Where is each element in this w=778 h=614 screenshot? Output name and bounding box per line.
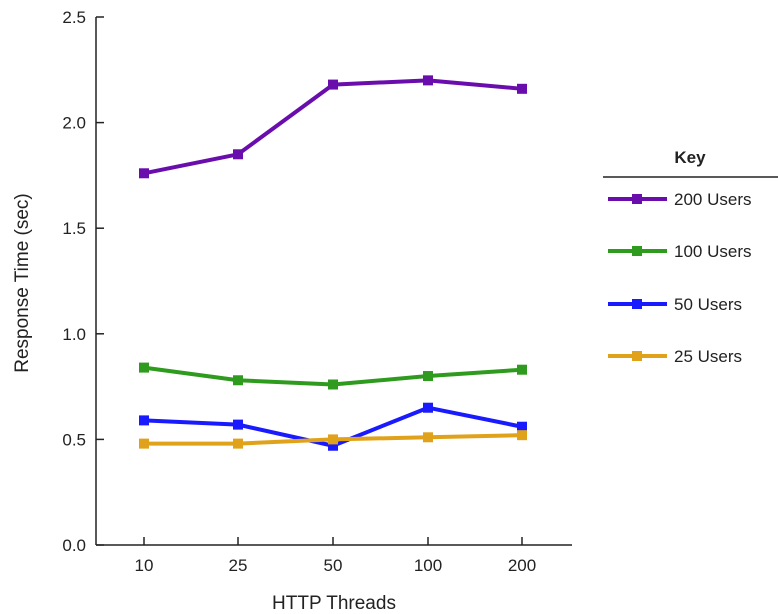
data-point — [139, 438, 149, 449]
data-point — [423, 371, 433, 382]
x-tick-label: 50 — [324, 556, 343, 575]
data-point — [423, 402, 433, 413]
series-100-users — [139, 362, 527, 390]
legend-swatch-marker — [632, 299, 642, 309]
y-tick-label: 1.0 — [62, 325, 86, 344]
data-point — [423, 75, 433, 86]
legend-label: 50 Users — [674, 295, 742, 314]
y-tick-label: 1.5 — [62, 219, 86, 238]
data-point — [328, 440, 338, 451]
data-point — [328, 434, 338, 445]
data-point — [233, 375, 243, 386]
legend-label: 25 Users — [674, 347, 742, 366]
data-point — [328, 379, 338, 390]
legend-title: Key — [674, 148, 706, 167]
legend-swatch-marker — [632, 246, 642, 256]
data-point — [233, 149, 243, 160]
series-25-users — [139, 430, 527, 449]
series-200-users — [139, 75, 527, 179]
y-ticks: 0.0 0.5 1.0 1.5 2.0 2.5 — [62, 8, 104, 555]
axes — [95, 17, 572, 546]
data-point — [139, 362, 149, 373]
legend-item: 25 Users — [608, 347, 742, 366]
legend-items: 200 Users 100 Users 50 Users 25 Users — [608, 190, 751, 366]
x-tick-label: 10 — [135, 556, 154, 575]
legend-label: 200 Users — [674, 190, 751, 209]
legend-item: 100 Users — [608, 242, 751, 261]
data-point — [517, 83, 527, 94]
x-tick-label: 100 — [414, 556, 442, 575]
data-point — [517, 421, 527, 432]
y-tick-label: 2.0 — [62, 114, 86, 133]
legend-swatch-marker — [632, 351, 642, 361]
y-tick-label: 0.5 — [62, 430, 86, 449]
data-point — [233, 419, 243, 430]
series-layer — [139, 75, 527, 451]
legend-item: 50 Users — [608, 295, 742, 314]
series-50-users — [139, 402, 527, 451]
data-point — [328, 79, 338, 90]
y-tick-label: 0.0 — [62, 536, 86, 555]
legend-swatch-marker — [632, 194, 642, 204]
legend-item: 200 Users — [608, 190, 751, 209]
x-axis-title: HTTP Threads — [272, 593, 396, 614]
data-point — [233, 438, 243, 449]
legend: Key 200 Users 100 Users 50 Users 25 Users — [603, 148, 778, 366]
y-axis-title: Response Time (sec) — [12, 193, 33, 373]
data-point — [517, 430, 527, 441]
data-point — [139, 415, 149, 426]
x-tick-label: 200 — [508, 556, 536, 575]
legend-label: 100 Users — [674, 242, 751, 261]
data-point — [423, 432, 433, 443]
series-line — [143, 78, 523, 176]
data-point — [139, 168, 149, 179]
data-point — [517, 364, 527, 375]
x-tick-label: 25 — [229, 556, 248, 575]
y-tick-label: 2.5 — [62, 8, 86, 27]
x-ticks: 10 25 50 100 200 — [135, 537, 536, 575]
